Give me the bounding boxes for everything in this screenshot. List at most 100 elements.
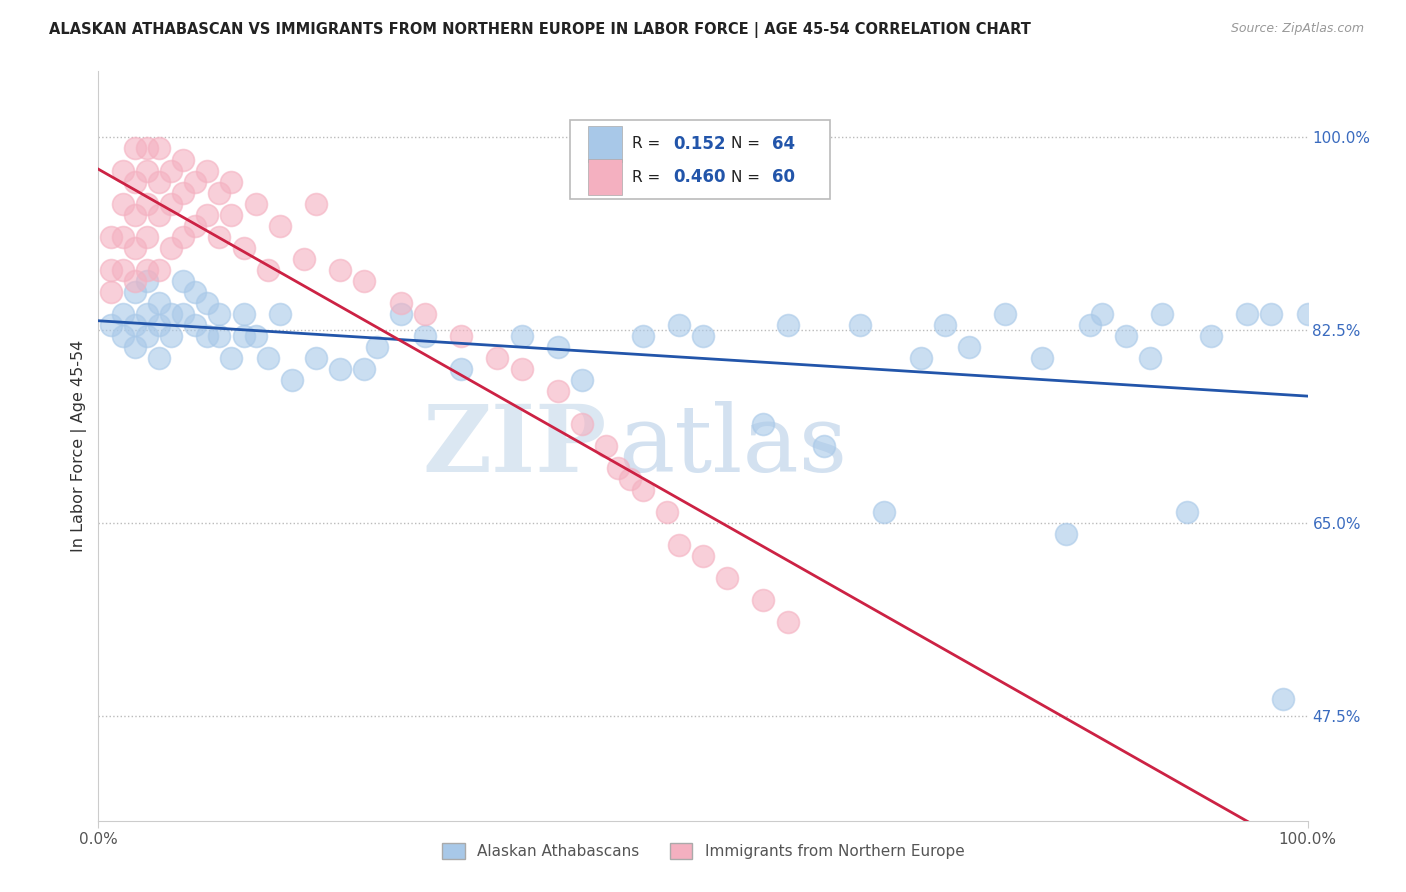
- Point: [160, 196, 183, 211]
- Point: [111, 163, 134, 178]
- Point: [450, 362, 472, 376]
- Point: [353, 274, 375, 288]
- Text: 0.460: 0.460: [673, 169, 725, 186]
- Point: [135, 307, 157, 321]
- Text: atlas: atlas: [619, 401, 848, 491]
- Point: [111, 328, 134, 343]
- Point: [668, 538, 690, 552]
- Point: [160, 163, 183, 178]
- FancyBboxPatch shape: [588, 159, 621, 195]
- Point: [160, 328, 183, 343]
- Point: [172, 186, 194, 200]
- Point: [245, 328, 267, 343]
- Point: [195, 208, 218, 222]
- Point: [148, 141, 170, 155]
- Point: [305, 351, 328, 365]
- Point: [256, 262, 278, 277]
- Point: [692, 328, 714, 343]
- Point: [148, 295, 170, 310]
- Point: [100, 262, 122, 277]
- Point: [269, 219, 291, 233]
- Point: [957, 340, 980, 354]
- Point: [571, 417, 593, 431]
- Point: [1260, 307, 1282, 321]
- Point: [124, 241, 146, 255]
- Point: [111, 196, 134, 211]
- Point: [135, 163, 157, 178]
- Point: [1139, 351, 1161, 365]
- Text: Source: ZipAtlas.com: Source: ZipAtlas.com: [1230, 22, 1364, 36]
- Point: [148, 262, 170, 277]
- Point: [1115, 328, 1137, 343]
- Point: [486, 351, 509, 365]
- Point: [124, 208, 146, 222]
- Point: [172, 229, 194, 244]
- Point: [160, 307, 183, 321]
- Point: [135, 328, 157, 343]
- Text: R =: R =: [631, 136, 665, 152]
- Point: [547, 340, 569, 354]
- Point: [269, 307, 291, 321]
- Legend: Alaskan Athabascans, Immigrants from Northern Europe: Alaskan Athabascans, Immigrants from Nor…: [436, 838, 970, 865]
- Point: [607, 461, 630, 475]
- Point: [1091, 307, 1114, 321]
- Point: [776, 615, 799, 630]
- Point: [655, 505, 678, 519]
- Point: [849, 318, 872, 332]
- Point: [389, 295, 412, 310]
- Point: [1199, 328, 1222, 343]
- Point: [934, 318, 956, 332]
- Point: [124, 141, 146, 155]
- Point: [619, 472, 641, 486]
- Point: [1296, 307, 1319, 321]
- Point: [100, 285, 122, 299]
- Point: [221, 351, 243, 365]
- Text: N =: N =: [731, 169, 765, 185]
- Point: [413, 328, 436, 343]
- Point: [232, 307, 254, 321]
- Point: [873, 505, 896, 519]
- Point: [100, 318, 122, 332]
- Point: [1175, 505, 1198, 519]
- Point: [124, 340, 146, 354]
- Point: [184, 285, 207, 299]
- Point: [195, 163, 218, 178]
- Point: [148, 351, 170, 365]
- Point: [172, 274, 194, 288]
- Point: [135, 274, 157, 288]
- Point: [1272, 692, 1295, 706]
- Point: [256, 351, 278, 365]
- Point: [752, 417, 775, 431]
- Point: [752, 593, 775, 607]
- Point: [1152, 307, 1174, 321]
- Point: [124, 274, 146, 288]
- FancyBboxPatch shape: [588, 126, 621, 161]
- Point: [910, 351, 932, 365]
- Point: [232, 241, 254, 255]
- Text: N =: N =: [731, 136, 765, 152]
- Point: [208, 307, 231, 321]
- Point: [389, 307, 412, 321]
- Y-axis label: In Labor Force | Age 45-54: In Labor Force | Age 45-54: [72, 340, 87, 552]
- Point: [450, 328, 472, 343]
- Point: [245, 196, 267, 211]
- Point: [195, 328, 218, 343]
- Point: [135, 196, 157, 211]
- Point: [232, 328, 254, 343]
- Point: [1054, 527, 1077, 541]
- Point: [595, 439, 617, 453]
- Point: [716, 571, 738, 585]
- Point: [292, 252, 315, 266]
- Text: ZIP: ZIP: [422, 401, 606, 491]
- Point: [135, 229, 157, 244]
- Point: [631, 483, 654, 497]
- Point: [111, 262, 134, 277]
- Point: [208, 229, 231, 244]
- Text: 60: 60: [772, 169, 794, 186]
- Point: [184, 318, 207, 332]
- Point: [1031, 351, 1053, 365]
- Point: [221, 175, 243, 189]
- Point: [124, 318, 146, 332]
- Point: [668, 318, 690, 332]
- Point: [366, 340, 388, 354]
